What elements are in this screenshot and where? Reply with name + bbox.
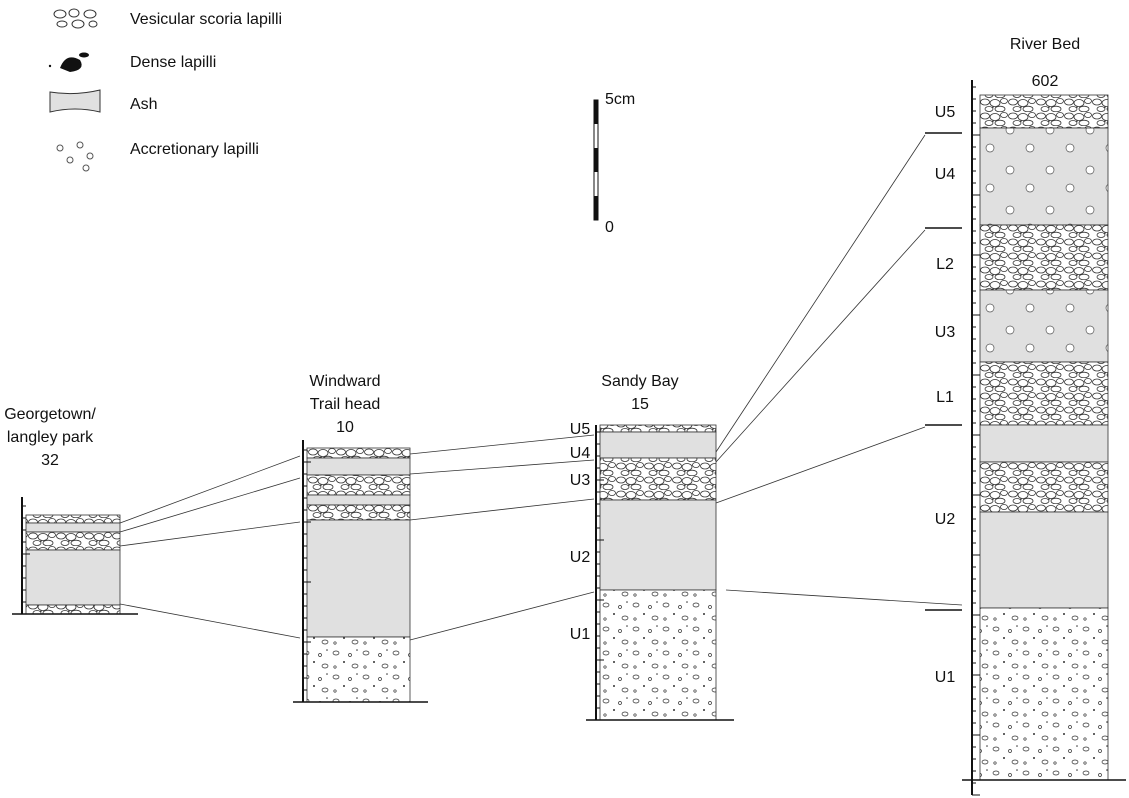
legend-label: Dense lapilli	[130, 54, 216, 71]
legend-icon	[57, 142, 93, 171]
layer	[600, 590, 716, 720]
column-title: River Bed	[1010, 36, 1080, 53]
layer	[600, 458, 716, 500]
column-number: 10	[336, 419, 354, 436]
layer	[600, 432, 716, 458]
layer	[307, 495, 410, 505]
layer	[980, 290, 1108, 362]
layer	[980, 362, 1108, 425]
layer	[980, 512, 1108, 608]
column-number: 32	[41, 452, 59, 469]
unit-label: U4	[935, 166, 956, 183]
layer	[307, 458, 410, 475]
layer	[980, 462, 1108, 512]
unit-label: L1	[936, 389, 954, 406]
unit-label: L2	[936, 256, 954, 273]
unit-label: U5	[935, 104, 956, 121]
column-title: Sandy Bay	[601, 373, 678, 390]
correlation-line	[716, 230, 925, 462]
correlation-line	[410, 592, 594, 640]
layer	[307, 637, 410, 702]
unit-label: U1	[935, 669, 956, 686]
layer	[600, 425, 716, 432]
legend-label: Vesicular scoria lapilli	[130, 11, 282, 28]
layer	[26, 550, 120, 605]
unit-label: U1	[570, 626, 591, 643]
layer	[600, 500, 716, 590]
correlation-line	[120, 522, 300, 546]
layer	[26, 523, 120, 532]
layer	[26, 515, 120, 523]
legend: Vesicular scoria lapilli Dense lapilli A…	[49, 9, 282, 171]
layer	[980, 425, 1108, 462]
legend-icon	[54, 9, 97, 28]
stratigraphy-diagram: Vesicular scoria lapilli Dense lapilli A…	[0, 0, 1129, 798]
layer	[980, 95, 1108, 128]
unit-label: U3	[935, 324, 956, 341]
column-title: Windward	[309, 373, 380, 390]
correlation-line	[726, 590, 962, 605]
layer	[307, 520, 410, 637]
scale-label: 0	[605, 219, 614, 236]
unit-label: U2	[935, 511, 956, 528]
column-number: 602	[1032, 73, 1059, 90]
layer	[307, 475, 410, 495]
legend-icon	[49, 53, 89, 73]
correlation-line	[716, 427, 925, 503]
layer	[26, 532, 120, 550]
unit-label: U3	[570, 472, 591, 489]
correlation-line	[716, 135, 925, 452]
legend-label: Accretionary lapilli	[130, 141, 259, 158]
layer	[980, 225, 1108, 290]
layer	[980, 128, 1108, 225]
layer	[26, 605, 120, 614]
correlation-line	[120, 456, 300, 523]
legend-label: Ash	[130, 96, 158, 113]
column-title: Georgetown/	[4, 406, 96, 423]
correlation-line	[410, 435, 594, 454]
unit-label: U2	[570, 549, 591, 566]
scale-label: 5cm	[605, 91, 635, 108]
column-title: langley park	[7, 429, 94, 446]
unit-label: U4	[570, 445, 591, 462]
correlation-line	[120, 478, 300, 532]
layer	[307, 505, 410, 520]
column-number: 15	[631, 396, 649, 413]
correlation-line	[410, 460, 594, 474]
scale-bar: 5cm 0	[594, 91, 635, 236]
correlation-line	[410, 499, 594, 520]
column-title: Trail head	[310, 396, 381, 413]
correlation-line	[120, 604, 300, 638]
legend-icon	[50, 90, 100, 112]
layer	[980, 608, 1108, 780]
layer	[307, 448, 410, 458]
